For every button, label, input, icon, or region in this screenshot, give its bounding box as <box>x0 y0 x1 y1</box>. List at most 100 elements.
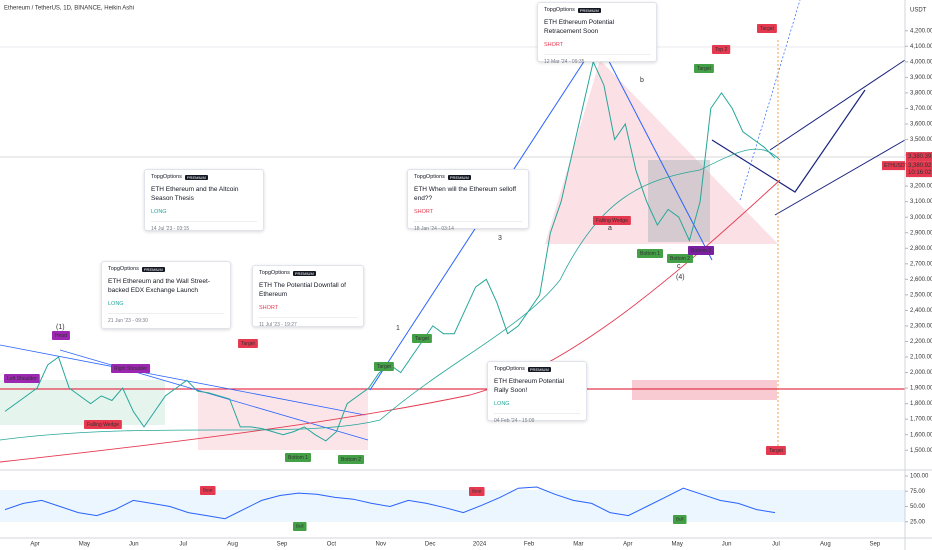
chart-label: Target <box>377 364 392 370</box>
y-tick-label: 1,900.00 <box>910 386 932 392</box>
x-tick-label: Apr <box>623 542 632 548</box>
trend-line <box>597 39 713 261</box>
idea-title: ETH Ethereum Potential Retracement Soon <box>544 19 615 35</box>
badge-price: 3,380.92 <box>908 163 932 169</box>
trend-line <box>0 344 366 416</box>
idea-card[interactable]: TopgOptions PREMIUM ETH Ethereum Potential… <box>537 2 657 65</box>
label-box <box>712 45 731 54</box>
label-box <box>285 453 312 462</box>
chart-label: Falling Wedge <box>596 218 628 224</box>
x-tick-label: May <box>672 542 683 548</box>
label-box <box>52 331 70 340</box>
target-projection <box>739 0 801 201</box>
y-tick-label: 1,500.00 <box>910 448 932 454</box>
y-tick-label: 2,100.00 <box>910 355 932 361</box>
x-tick-label: Sep <box>869 542 880 548</box>
wave-label: 1 <box>396 325 400 332</box>
chart-label: Bottom 1 <box>640 251 660 257</box>
label-box <box>766 446 786 455</box>
x-tick-label: Oct <box>327 542 337 548</box>
idea-date: 14 Jul '23 - 03:15 <box>151 220 257 232</box>
x-tick-label: Dec <box>425 542 436 548</box>
y-tick-label: 3,600.00 <box>910 122 932 128</box>
idea-date: 12 Mar '24 - 09:35 <box>544 53 650 65</box>
idea-date: 21 Jun '23 - 09:30 <box>108 312 224 324</box>
label-box <box>469 487 485 496</box>
y-tick-label: 25.00 <box>910 519 926 525</box>
premium-badge: PREMIUM <box>141 266 165 272</box>
y-tick-label: 100.00 <box>910 474 929 480</box>
chart-label: Target <box>697 66 712 72</box>
y-tick-label: 1,600.00 <box>910 432 932 438</box>
currency: USDT <box>910 8 927 14</box>
x-tick-label: Jun <box>129 542 139 548</box>
moving-average <box>0 179 781 463</box>
label-box <box>637 249 664 258</box>
y-tick-label: 1,800.00 <box>910 401 932 407</box>
x-tick-label: Aug <box>820 542 831 548</box>
chart-label: Left Shoulder <box>7 376 37 382</box>
idea-card[interactable]: TopgOptions PREMIUM ETH When will the Ethe… <box>407 169 529 232</box>
idea-author: TopgOptions PREMIUM <box>108 266 224 272</box>
chart-label: Bottom 1 <box>288 455 308 461</box>
wedge-zone <box>198 390 368 450</box>
label-box <box>667 254 694 263</box>
idea-card[interactable]: TopgOptions PREMIUM ETH Ethereum and the A… <box>144 169 264 232</box>
idea-direction: SHORT <box>414 208 434 215</box>
idea-author: TopgOptions PREMIUM <box>151 174 257 180</box>
moving-average <box>0 148 781 441</box>
symbol-box <box>882 161 905 171</box>
idea-author: TopgOptions PREMIUM <box>259 270 357 276</box>
rsi-band <box>0 490 905 522</box>
label-box <box>757 24 777 33</box>
x-tick-label: May <box>79 542 90 548</box>
label-box <box>200 486 216 495</box>
wave-label: (1) <box>56 324 65 331</box>
y-tick-label: 3,500.00 <box>910 137 932 143</box>
chart-label: Target <box>760 26 775 32</box>
idea-title: ETH When will the Ethereum selloff end?? <box>414 186 517 202</box>
y-tick-label: 4,000.00 <box>910 59 932 65</box>
x-tick-label: Nov <box>375 542 386 548</box>
y-tick-label: 2,300.00 <box>910 324 932 330</box>
idea-title: ETH Ethereum Potential Rally Soon! <box>494 378 565 394</box>
label-box <box>673 515 687 524</box>
symbol: ETHUSDT <box>884 163 908 169</box>
idea-card[interactable]: TopgOptions PREMIUM ETH Ethereum Potential… <box>487 361 587 424</box>
idea-author: TopgOptions PREMIUM <box>414 174 522 180</box>
y-tick-label: 3,200.00 <box>910 184 932 190</box>
wave-label: 3 <box>498 235 502 242</box>
author-name: TopgOptions <box>259 270 290 276</box>
y-tick-label: 2,700.00 <box>910 261 932 267</box>
wave-label: c <box>677 263 681 270</box>
premium-badge: PREMIUM <box>447 174 471 180</box>
y-tick-label: 2,400.00 <box>910 308 932 314</box>
idea-card[interactable]: TopgOptions PREMIUM ETH Ethereum and the W… <box>101 261 231 329</box>
projection-arrow <box>711 89 866 193</box>
y-tick-label: 2,900.00 <box>910 230 932 236</box>
label-box <box>593 216 631 225</box>
y-tick-label: 3,800.00 <box>910 90 932 96</box>
chart-label: Top 2 <box>715 47 727 53</box>
wave-label: (4) <box>676 274 685 281</box>
idea-direction: LONG <box>151 208 167 215</box>
hs-zone <box>0 380 165 425</box>
chart-label: Head <box>55 333 67 339</box>
y-tick-label: 1,700.00 <box>910 417 932 423</box>
y-tick-label: 4,200.00 <box>910 28 932 34</box>
author-name: TopgOptions <box>494 366 525 372</box>
idea-card[interactable]: TopgOptions PREMIUM ETH The Potential Down… <box>252 265 364 328</box>
idea-date: 04 Feb '24 - 15:09 <box>494 412 580 424</box>
idea-author: TopgOptions PREMIUM <box>494 366 580 372</box>
y-tick-label: 75.00 <box>910 489 926 495</box>
label-box <box>84 420 122 429</box>
premium-badge: PREMIUM <box>184 174 208 180</box>
chart-label: Target <box>769 448 784 454</box>
author-name: TopgOptions <box>414 174 445 180</box>
y-tick-label: 3,000.00 <box>910 215 932 221</box>
x-tick-label: Feb <box>524 542 535 548</box>
y-tick-label: 50.00 <box>910 504 926 510</box>
x-tick-label: Aug <box>227 542 238 548</box>
y-tick-label: 3,900.00 <box>910 75 932 81</box>
